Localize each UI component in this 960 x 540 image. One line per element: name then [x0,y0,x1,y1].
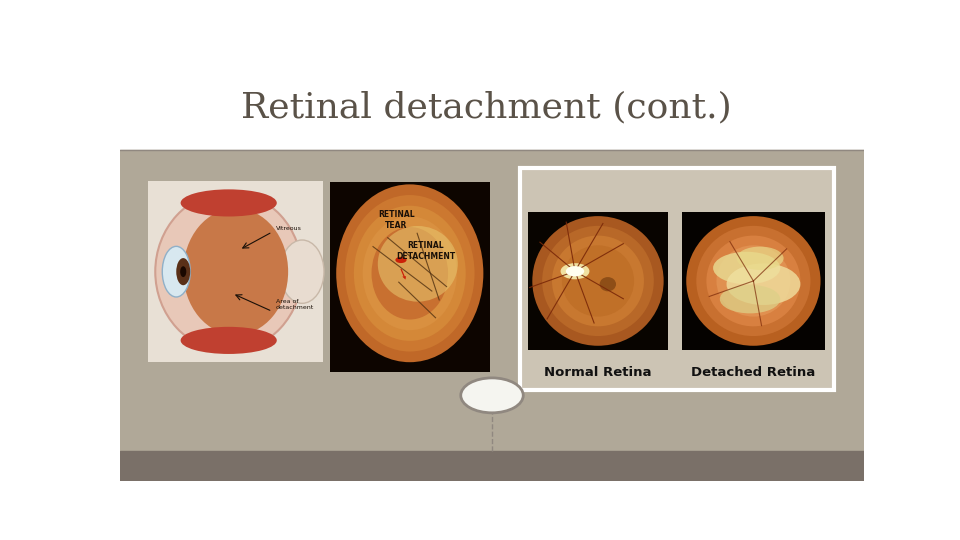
Ellipse shape [600,277,616,291]
Text: Detached Retina: Detached Retina [691,366,815,379]
Ellipse shape [180,190,276,217]
Ellipse shape [180,266,186,277]
Ellipse shape [363,217,457,330]
Ellipse shape [716,245,790,316]
Ellipse shape [372,227,448,320]
Ellipse shape [162,246,190,297]
Ellipse shape [156,192,302,351]
Ellipse shape [686,216,821,346]
Text: Retinal detachment (cont.): Retinal detachment (cont.) [241,90,743,124]
Ellipse shape [696,226,810,336]
Text: Normal Retina: Normal Retina [544,366,652,379]
Ellipse shape [552,235,644,326]
Ellipse shape [707,235,801,326]
Bar [148,181,324,362]
Ellipse shape [727,264,801,305]
Bar [120,150,864,451]
Text: Vitreous: Vitreous [276,226,301,231]
Bar [330,183,490,372]
Ellipse shape [198,213,287,330]
Ellipse shape [354,206,466,341]
Text: RETINAL
DETACHMENT: RETINAL DETACHMENT [396,241,456,261]
Ellipse shape [336,184,484,362]
Bar [120,451,864,481]
Circle shape [561,263,589,279]
Circle shape [565,266,585,276]
Ellipse shape [736,247,783,270]
Bar [682,212,825,350]
Circle shape [396,257,406,263]
Bar [520,167,834,390]
Ellipse shape [542,226,654,336]
Ellipse shape [183,208,288,335]
Circle shape [461,378,523,413]
Text: RETINAL
TEAR: RETINAL TEAR [378,210,415,230]
Ellipse shape [378,226,458,302]
Text: Area of
detachment: Area of detachment [276,299,314,309]
FancyArrow shape [400,269,406,280]
Ellipse shape [713,252,780,284]
Bar [528,212,668,350]
Ellipse shape [177,258,190,285]
Bar [120,65,864,150]
Ellipse shape [720,285,780,313]
Ellipse shape [345,195,474,352]
Ellipse shape [280,240,324,303]
Ellipse shape [532,216,663,346]
Ellipse shape [180,327,276,354]
Ellipse shape [562,245,635,316]
